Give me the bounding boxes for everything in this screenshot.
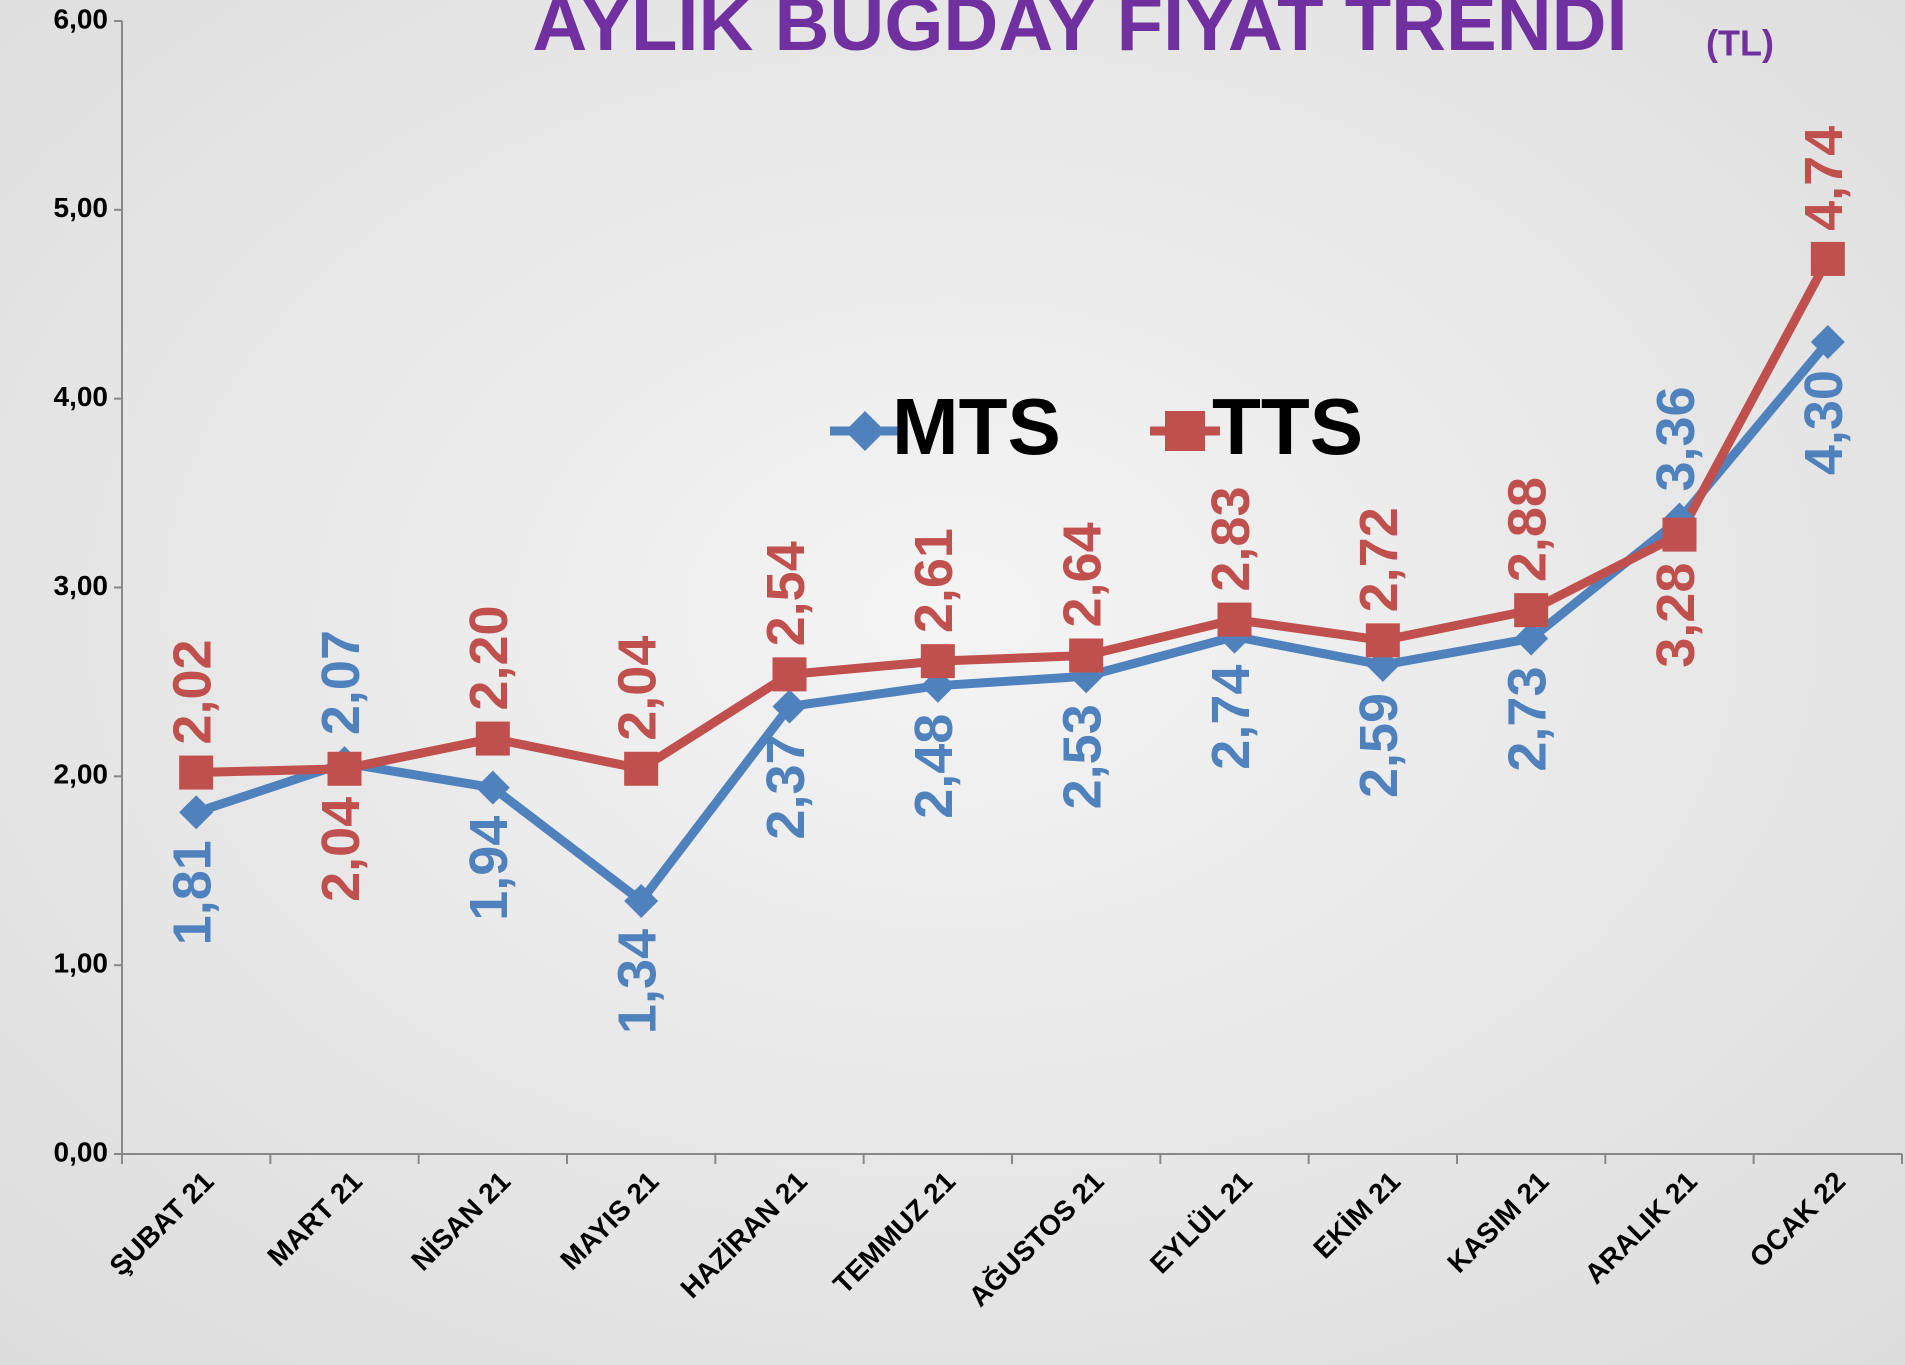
- marker: [475, 770, 510, 805]
- data-label: 2,02: [162, 639, 222, 744]
- data-label: 2,73: [1497, 666, 1557, 771]
- data-label: 2,72: [1349, 507, 1409, 612]
- data-label: 1,94: [459, 816, 519, 921]
- series-line: [196, 256, 1832, 778]
- marker: [624, 883, 659, 918]
- y-tick-label: 1,00: [54, 948, 109, 979]
- legend-label: TTS: [1212, 382, 1363, 471]
- marker: [1217, 602, 1252, 637]
- legend-marker: [845, 411, 885, 451]
- marker: [475, 721, 510, 756]
- data-label: 1,81: [162, 840, 222, 945]
- marker: [1662, 517, 1697, 552]
- data-label: 3,36: [1646, 386, 1706, 491]
- marker: [1514, 621, 1549, 656]
- chart-title: AYLIK BUĞDAY FİYAT TRENDİ: [532, 0, 1627, 67]
- legend-marker: [1165, 411, 1205, 451]
- y-tick-label: 6,00: [54, 3, 109, 34]
- data-label: 2,48: [904, 714, 964, 819]
- marker: [1069, 638, 1104, 673]
- data-label: 2,04: [311, 797, 371, 902]
- data-label: 3,28: [1646, 563, 1706, 668]
- marker: [920, 644, 955, 679]
- data-label: 2,07: [311, 630, 371, 735]
- data-label: 2,54: [756, 541, 816, 646]
- marker: [1810, 325, 1845, 360]
- data-label: 2,59: [1349, 693, 1409, 798]
- data-label: 2,64: [1052, 522, 1112, 627]
- data-label: 2,74: [1201, 665, 1261, 770]
- chart-subtitle: (TL): [1706, 23, 1774, 64]
- y-tick-label: 4,00: [54, 381, 109, 412]
- data-label: 2,61: [904, 528, 964, 633]
- marker: [1810, 241, 1845, 276]
- marker: [772, 689, 807, 724]
- data-label: 2,37: [756, 734, 816, 839]
- y-tick-label: 0,00: [54, 1136, 109, 1167]
- legend-label: MTS: [892, 382, 1061, 471]
- data-label: 2,88: [1497, 477, 1557, 582]
- y-tick-label: 5,00: [54, 192, 109, 223]
- data-label: 4,30: [1794, 370, 1854, 475]
- marker: [1514, 593, 1549, 628]
- data-label: 2,83: [1201, 486, 1261, 591]
- marker: [179, 755, 214, 790]
- series-line: [194, 339, 1832, 906]
- data-label: 1,34: [607, 929, 667, 1034]
- y-tick-label: 3,00: [54, 570, 109, 601]
- marker: [327, 751, 362, 786]
- marker: [624, 751, 659, 786]
- data-label: 2,53: [1052, 704, 1112, 809]
- data-label: 4,74: [1794, 126, 1854, 231]
- data-label: 2,04: [607, 636, 667, 741]
- marker: [1365, 623, 1400, 658]
- marker: [179, 795, 214, 830]
- y-tick-label: 2,00: [54, 759, 109, 790]
- marker: [772, 657, 807, 692]
- data-label: 2,20: [459, 605, 519, 710]
